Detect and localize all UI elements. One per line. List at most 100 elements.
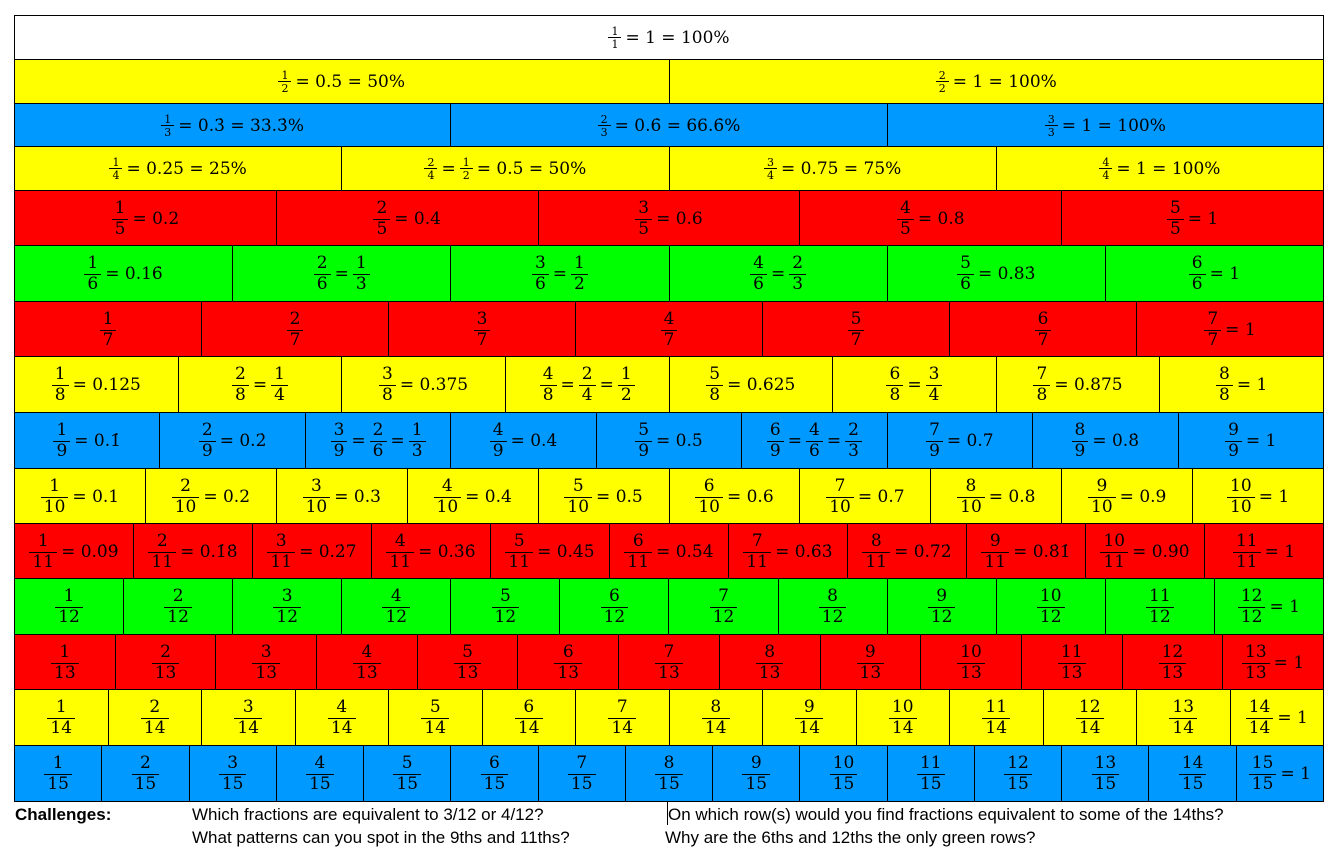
- fraction-cell: 7 7 = 1: [1136, 301, 1324, 358]
- numerator: 6: [1191, 253, 1203, 273]
- numerator: 3: [311, 475, 322, 496]
- fraction-cell: 10 11 = 0.9̇0̇: [1085, 523, 1205, 580]
- numerator: 1: [37, 530, 49, 551]
- fraction-row: 1 12 2 12 3 12 4 12 5 12 6 12 7 12 8 12 9 12 10 12 11 12 12 12 =…: [14, 578, 1324, 636]
- fraction: 4 10: [433, 477, 462, 516]
- fraction-cell: 1 2 = 0.5 = 50%: [14, 59, 670, 105]
- fraction-cell: 3 13: [215, 634, 318, 691]
- numerator: 9: [1096, 475, 1108, 496]
- fraction-cell: 10 13: [920, 634, 1022, 691]
- numerator: 3: [227, 752, 239, 773]
- fraction-cell: 6 6 = 1: [1104, 245, 1325, 303]
- fraction-cell: 8 12: [777, 578, 888, 636]
- denominator: 13: [252, 662, 281, 682]
- equals-sign: =: [907, 375, 922, 395]
- denominator: 7: [473, 329, 491, 349]
- fraction: 7 10: [826, 475, 854, 516]
- fraction-value: = 1 = 100%: [1116, 159, 1221, 179]
- equals-sign: =: [599, 375, 614, 395]
- fraction: 8 12: [818, 588, 847, 626]
- fraction-cell: 6 8 = 3 4: [832, 356, 997, 414]
- fraction: 9 15: [742, 754, 771, 793]
- numerator: 7: [1207, 308, 1219, 329]
- numerator: 7: [834, 475, 846, 496]
- denominator: 12: [55, 607, 83, 626]
- fraction-cell: 12 15: [973, 745, 1063, 802]
- fraction-value: = 0.8̇1̇: [1013, 541, 1071, 562]
- denominator: 4: [925, 385, 943, 404]
- fraction: 12 15: [1004, 754, 1032, 793]
- denominator: 12: [818, 607, 847, 626]
- fraction-value: = 0.0̇9̇: [61, 541, 119, 562]
- fraction-cell: 2 8 = 1 4: [177, 356, 343, 414]
- fraction-value: = 1: [1236, 375, 1268, 395]
- denominator: 8: [51, 385, 69, 404]
- denominator: 12: [1146, 607, 1174, 626]
- numerator: 1: [411, 420, 423, 440]
- numerator: 1: [102, 308, 114, 329]
- denominator: 7: [660, 329, 678, 349]
- numerator: 5: [709, 364, 721, 384]
- denominator: 9: [489, 441, 507, 460]
- fraction: 7 12: [709, 588, 738, 626]
- denominator: 15: [480, 773, 509, 793]
- fraction-row: 1 8 = 0.125 2 8 = 1 4 3 8 = 0.375 4 8 = 2 4 = 1 2 5 8 = 0.625…: [14, 356, 1324, 414]
- fraction-value: = 0.8: [917, 208, 965, 229]
- numerator: 5: [513, 530, 525, 551]
- fraction-cell: 7 9 = 0.7̇: [886, 412, 1034, 470]
- fraction-cell: 5 15: [363, 745, 452, 802]
- denominator: 6: [957, 274, 974, 293]
- fraction-cell: 5 11 = 0.4̇5̇: [490, 523, 610, 580]
- fraction: 5 10: [564, 477, 593, 516]
- fraction-cell: 4 5 = 0.8: [799, 190, 1063, 247]
- denominator: 10: [433, 496, 462, 516]
- numerator: 2: [234, 364, 246, 384]
- denominator: 5: [897, 218, 914, 238]
- numerator: 6: [609, 586, 620, 606]
- fraction-cell: 4 12: [341, 578, 452, 636]
- denominator: 10: [826, 496, 854, 516]
- fraction: 10 14: [888, 699, 917, 737]
- fraction: 5 13: [453, 643, 482, 682]
- fraction-cell: 3 14: [201, 689, 296, 747]
- numerator: 2: [139, 752, 151, 773]
- fraction: 10 12: [1036, 588, 1065, 626]
- fraction-row: 1 1 = 1 = 100%: [14, 15, 1324, 61]
- denominator: 6: [1188, 274, 1206, 293]
- numerator: 1: [611, 25, 619, 38]
- denominator: 4: [1099, 168, 1113, 181]
- denominator: 10: [957, 496, 985, 516]
- denominator: 11: [29, 551, 58, 571]
- fraction: 13 15: [1091, 754, 1120, 793]
- numerator: 3: [534, 253, 546, 273]
- denominator: 12: [1237, 607, 1266, 626]
- denominator: 9: [53, 441, 71, 460]
- denominator: 14: [421, 718, 450, 737]
- numerator: 10: [1230, 475, 1252, 496]
- denominator: 8: [378, 385, 396, 404]
- denominator: 11: [505, 551, 534, 571]
- fraction-value: = 0.2: [203, 486, 251, 507]
- equals-sign: =: [770, 264, 786, 284]
- fraction-cell: 3 8 = 0.375: [341, 356, 506, 414]
- numerator: 5: [1169, 197, 1181, 218]
- numerator: 5: [499, 586, 511, 606]
- numerator: 4: [1102, 156, 1110, 169]
- fraction-cell: 12 14: [1042, 689, 1137, 747]
- denominator: 9: [1071, 441, 1089, 460]
- fraction-cell: 4 9 = 0.4̇: [450, 412, 597, 470]
